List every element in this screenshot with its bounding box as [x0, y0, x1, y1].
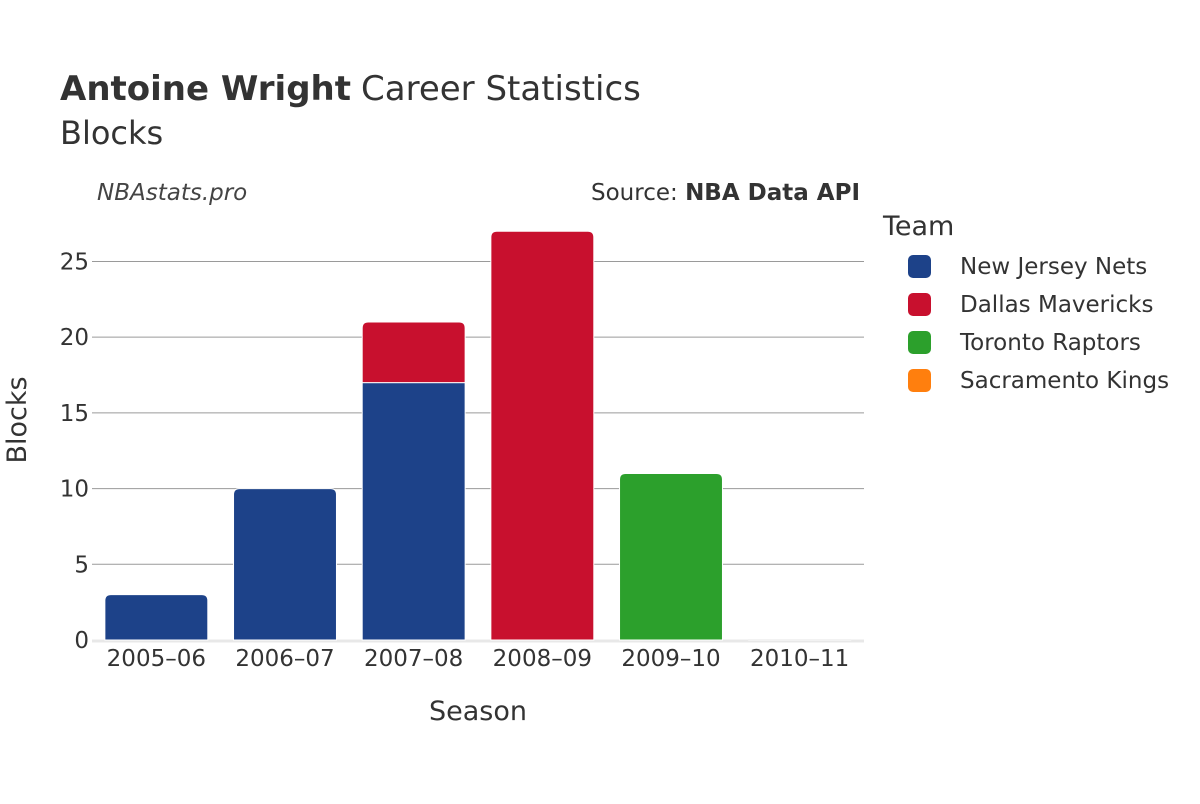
y-tick-label: 15 [60, 401, 89, 427]
legend-label: Dallas Mavericks [960, 292, 1153, 318]
legend-item-new-jersey-nets[interactable]: New Jersey Nets [908, 254, 1147, 280]
source-credit: Source: NBA Data API [591, 180, 860, 206]
bar-2007–08-new-jersey-nets[interactable] [361, 382, 466, 641]
title-rest: Career Statistics [361, 69, 641, 109]
x-axis-label: Season [429, 696, 527, 727]
watermark: NBAstats.pro [97, 180, 247, 206]
x-tick-label: 2005–06 [107, 646, 206, 672]
legend-label: Toronto Raptors [959, 330, 1141, 356]
title-player-name: Antoine Wright [60, 69, 351, 109]
legend: New Jersey Nets Dallas Mavericks Toronto R… [908, 254, 1169, 394]
bar-2008–09-dallas-mavericks[interactable] [490, 230, 595, 641]
y-tick-label: 5 [74, 552, 89, 578]
legend-swatch [908, 331, 931, 354]
legend-item-dallas-mavericks[interactable]: Dallas Mavericks [908, 292, 1153, 318]
y-tick-label: 20 [60, 325, 89, 351]
legend-swatch [908, 255, 931, 278]
x-axis-ticks: 2005–06 2006–07 2007–08 2008–09 2009–10 2010–… [107, 646, 850, 672]
legend-item-sacramento-kings[interactable]: Sacramento Kings [908, 368, 1169, 394]
source-name: NBA Data API [685, 180, 860, 206]
bar-2009–10-toronto-raptors[interactable] [619, 472, 723, 641]
y-axis-ticks: 0 5 10 15 20 25 [60, 249, 89, 654]
x-tick-label: 2008–09 [493, 646, 592, 672]
source-prefix: Source: [591, 180, 685, 206]
bar-2005–06-new-jersey-nets[interactable] [104, 594, 209, 641]
bar-2010–11-empty [748, 639, 852, 641]
y-tick-label: 25 [60, 249, 89, 275]
x-tick-label: 2007–08 [364, 646, 463, 672]
legend-title: Team [882, 211, 954, 242]
chart-subtitle: Blocks [60, 114, 163, 152]
grid-lines [92, 260, 864, 643]
legend-label: Sacramento Kings [960, 368, 1169, 394]
legend-swatch [908, 369, 931, 392]
bar-2006–07-new-jersey-nets[interactable] [233, 488, 337, 641]
legend-item-toronto-raptors[interactable]: Toronto Raptors [908, 330, 1141, 356]
x-tick-label: 2009–10 [621, 646, 720, 672]
y-tick-label: 0 [74, 628, 89, 654]
y-axis-label: Blocks [2, 376, 33, 463]
legend-label: New Jersey Nets [960, 254, 1147, 280]
y-tick-label: 10 [60, 477, 89, 503]
x-tick-label: 2006–07 [235, 646, 334, 672]
bars [104, 230, 852, 641]
bar-2007–08-dallas-mavericks[interactable] [361, 321, 466, 384]
x-tick-label: 2010–11 [750, 646, 849, 672]
chart-title: Antoine Wright Career Statistics [60, 69, 641, 109]
legend-swatch [908, 293, 931, 316]
